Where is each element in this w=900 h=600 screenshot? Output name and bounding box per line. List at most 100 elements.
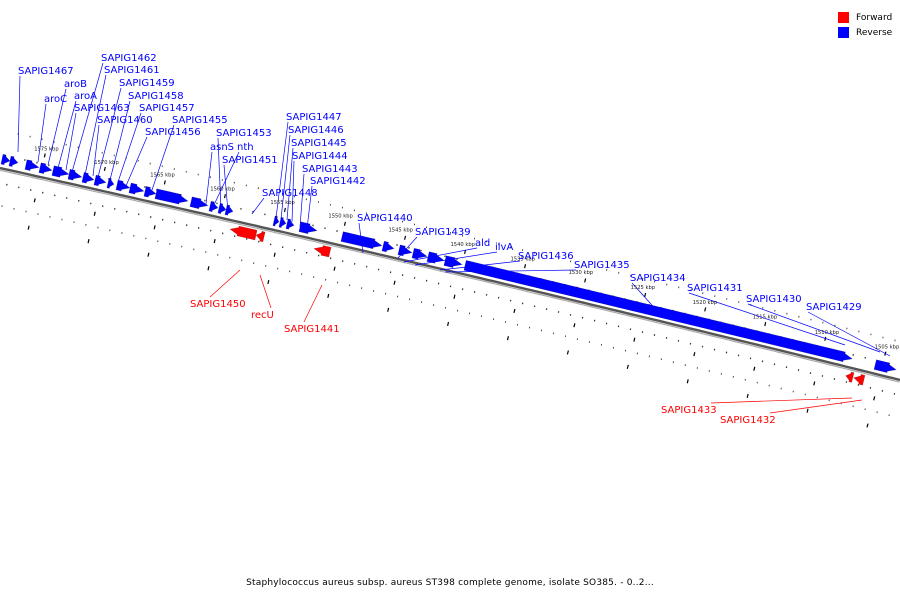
major-tick — [753, 366, 756, 371]
major-tick — [873, 396, 876, 401]
leader-line — [217, 137, 222, 211]
major-tick — [693, 352, 696, 357]
forward-gene-2 — [313, 245, 332, 258]
reverse-gene-28 — [873, 359, 897, 373]
major-tick — [213, 238, 216, 244]
gene-label-forward: recU — [251, 310, 274, 321]
gene-label-reverse: SAPIG1463 — [74, 103, 130, 114]
gene-label-forward: SAPIG1450 — [190, 299, 246, 310]
axis-tick-label: 1550 kbp — [328, 214, 353, 220]
axis-tick-label: 1505 kbp — [875, 345, 900, 351]
reverse-swatch — [838, 27, 849, 38]
legend-item-reverse: Reverse — [838, 25, 892, 40]
gene-label-reverse: SAPIG1429 — [806, 302, 862, 313]
gene-label-reverse: SAPIG1443 — [302, 164, 358, 175]
axis-tick-label: 1545 kbp — [389, 228, 414, 234]
gene-label-forward: SAPIG1441 — [284, 324, 340, 335]
leader-line — [17, 75, 21, 153]
major-tick — [584, 278, 587, 283]
leader-line — [286, 147, 294, 221]
leader-line — [397, 236, 418, 259]
axis-tick-label: 1575 kbp — [34, 147, 59, 153]
axis-tick-label: 1555 kbp — [270, 200, 295, 206]
gene-label-reverse: SAPIG1430 — [746, 294, 802, 305]
reverse-gene-0 — [0, 153, 11, 166]
reverse-gene-11 — [143, 186, 157, 198]
leader-line — [125, 136, 148, 187]
leader-line — [109, 100, 131, 181]
gene-label-reverse: SAPIG1458 — [128, 91, 184, 102]
gene-label-reverse: SAPIG1461 — [104, 65, 160, 76]
major-tick — [626, 364, 629, 369]
leader-line — [688, 292, 846, 346]
major-tick — [524, 264, 527, 269]
legend: Forward Reverse — [838, 10, 892, 40]
reverse-gene-26 — [443, 255, 463, 268]
gene-label-reverse: SAPIG1435 — [574, 260, 630, 271]
gene-label-reverse: SAPIG1436 — [518, 251, 574, 262]
gene-label-reverse: SAPIG1456 — [145, 127, 201, 138]
legend-forward-label: Forward — [856, 12, 893, 23]
major-tick — [453, 294, 456, 299]
major-tick — [153, 225, 156, 230]
reverse-gene-22 — [381, 240, 395, 253]
leader-line — [212, 151, 240, 208]
leader-line — [769, 399, 863, 414]
axis-tick-label: 1510 kbp — [815, 330, 840, 336]
axis-tick-label: 1525 kbp — [631, 285, 656, 291]
axis-tick-label: 1560 kbp — [210, 186, 235, 192]
major-tick — [447, 321, 450, 327]
gene-label-reverse: asnS — [210, 142, 234, 153]
gene-label-reverse: SAPIG1442 — [310, 176, 366, 187]
leader-line — [92, 124, 100, 177]
reverse-gene-3 — [38, 162, 53, 174]
major-tick — [633, 337, 636, 342]
forward-gene-3 — [845, 371, 855, 383]
reverse-gene-8 — [106, 177, 115, 189]
gene-label-reverse: SAPIG1467 — [18, 66, 74, 77]
leader-line — [275, 121, 289, 219]
leader-line — [37, 103, 47, 163]
reverse-gene-27 — [463, 260, 853, 363]
major-tick — [686, 379, 689, 384]
legend-item-forward: Forward — [838, 10, 892, 25]
major-tick — [273, 252, 276, 257]
major-tick — [866, 423, 869, 428]
reverse-gene-20 — [298, 221, 318, 235]
major-tick — [573, 323, 576, 328]
leader-line — [291, 160, 295, 223]
leader-line — [444, 269, 577, 273]
axis-tick-labels: 1575 kbp 1570 kbp 1565 kbp 1560 kbp 1555 kbp… — [34, 147, 900, 351]
reverse-gene-1 — [8, 155, 19, 167]
reverse-gene-15 — [217, 202, 227, 215]
leader-line — [251, 197, 265, 215]
gene-label-reverse: SAPIG1439 — [415, 227, 471, 238]
forward-gene-1 — [255, 230, 266, 243]
major-tick — [644, 292, 647, 297]
leader-line — [710, 397, 853, 404]
major-tick — [43, 153, 46, 158]
gene-label-reverse: SAPIG1446 — [288, 125, 344, 136]
gene-label-reverse: SAPIG1445 — [291, 138, 347, 149]
genome-backbone — [0, 166, 900, 383]
leader-line — [65, 112, 77, 171]
leader-line — [84, 74, 107, 176]
major-tick — [27, 225, 30, 230]
major-tick — [393, 280, 396, 285]
major-tick — [746, 393, 749, 399]
reverse-gene-5 — [67, 168, 83, 181]
gene-label-reverse: SAPIG1460 — [97, 115, 153, 126]
reverse-gene-17 — [272, 215, 280, 227]
major-tick — [824, 336, 827, 341]
gene-label-reverse: SAPIG1434 — [630, 273, 686, 284]
gene-label-reverse: SAPIG1440 — [357, 213, 413, 224]
gene-label-reverse: SAPIG1462 — [101, 53, 157, 64]
gene-label-forward: SAPIG1432 — [720, 415, 776, 426]
leader-line — [403, 247, 478, 263]
major-tick — [223, 194, 226, 199]
reverse-gene-4 — [51, 165, 70, 178]
leader-line — [117, 112, 142, 183]
leader-line — [47, 88, 67, 166]
axis-tick-label: 1520 kbp — [693, 300, 718, 306]
